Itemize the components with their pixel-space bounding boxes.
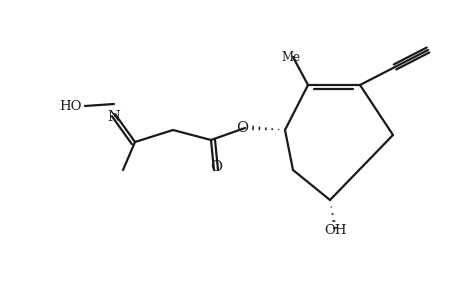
Text: N: N: [107, 110, 120, 124]
Text: OH: OH: [324, 224, 347, 237]
Text: O: O: [235, 121, 247, 135]
Text: Me: Me: [281, 51, 300, 64]
Text: HO: HO: [59, 100, 82, 112]
Text: O: O: [209, 160, 222, 174]
